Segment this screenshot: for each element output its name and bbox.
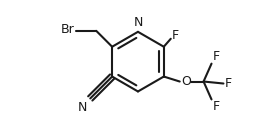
Text: Br: Br (61, 23, 74, 36)
Text: N: N (133, 16, 143, 29)
Text: N: N (78, 101, 87, 114)
Text: F: F (224, 77, 232, 90)
Text: F: F (213, 50, 220, 63)
Text: F: F (213, 100, 220, 113)
Text: F: F (172, 29, 179, 42)
Text: O: O (182, 75, 192, 88)
